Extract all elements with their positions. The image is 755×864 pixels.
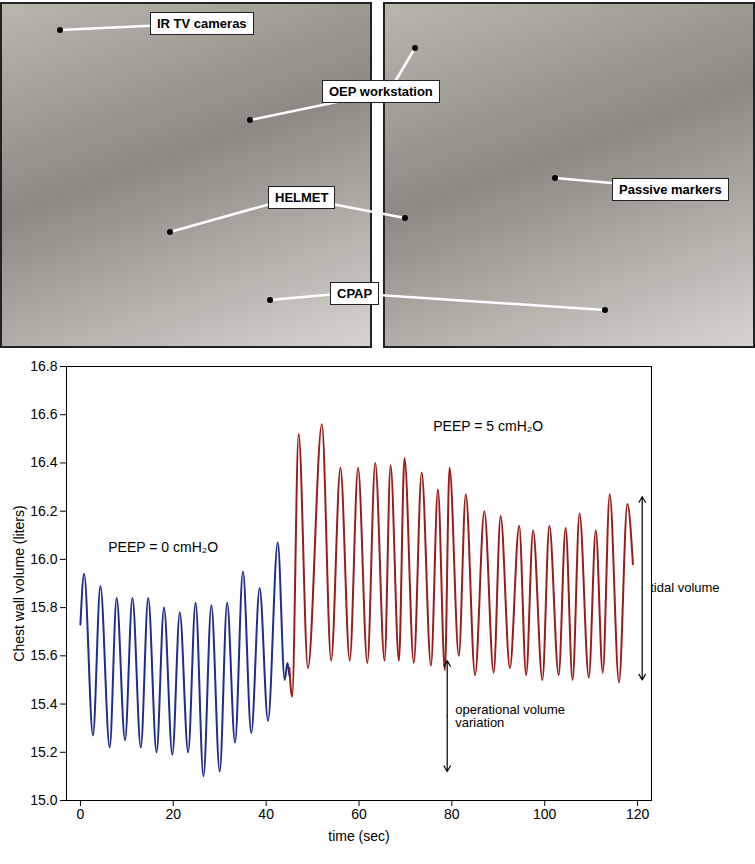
svg-text:120: 120 (626, 806, 650, 822)
html-text:Passive markers: Passive markers (619, 182, 722, 197)
svg-text:100: 100 (533, 806, 557, 822)
svg-text:tidal volume: tidal volume (650, 580, 719, 595)
svg-text:operational volumevariation: operational volumevariation (455, 702, 565, 730)
html-text:IR TV cameras: IR TV cameras (157, 16, 247, 31)
svg-text:15.4: 15.4 (30, 696, 57, 712)
svg-text:40: 40 (258, 806, 274, 822)
svg-text:time (sec): time (sec) (328, 828, 389, 844)
svg-text:16.4: 16.4 (30, 454, 57, 470)
svg-text:20: 20 (165, 806, 181, 822)
html-text:HELMET: HELMET (275, 190, 329, 205)
svg-text:0: 0 (77, 806, 85, 822)
svg-text:15.8: 15.8 (30, 599, 57, 615)
svg-text:16.2: 16.2 (30, 503, 57, 519)
svg-text:15.2: 15.2 (30, 744, 57, 760)
svg-text:PEEP = 5 cmH₂O: PEEP = 5 cmH₂O (433, 418, 543, 434)
svg-text:15.0: 15.0 (30, 792, 57, 808)
svg-text:16.6: 16.6 (30, 406, 57, 422)
svg-text:PEEP = 0 cmH₂O: PEEP = 0 cmH₂O (108, 539, 218, 555)
svg-text:80: 80 (444, 806, 460, 822)
svg-text:60: 60 (351, 806, 367, 822)
svg-text:16.8: 16.8 (30, 358, 57, 374)
svg-text:16.0: 16.0 (30, 551, 57, 567)
svg-text:Chest wall volume (liters): Chest wall volume (liters) (11, 505, 27, 661)
html-text:OEP workstation: OEP workstation (329, 84, 433, 99)
svg-text:15.6: 15.6 (30, 647, 57, 663)
html-text:CPAP: CPAP (337, 286, 373, 301)
